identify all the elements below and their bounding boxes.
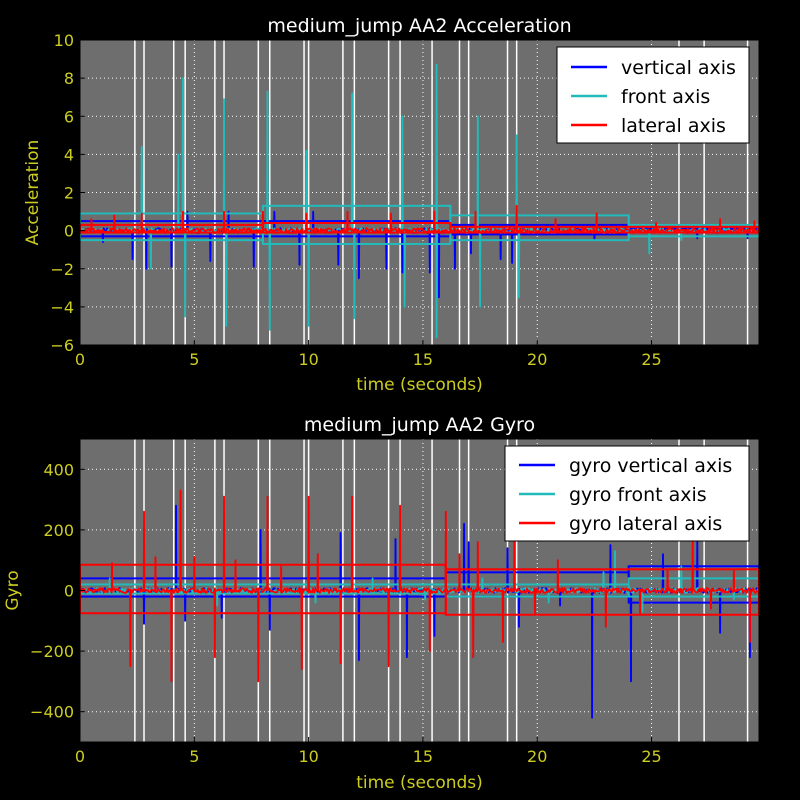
x-tick-label: 25 (641, 747, 661, 766)
y-tick-label: 0 (64, 222, 74, 241)
chart-panel-1: 0 5 10 15 20 25 −400 −200 0 200 400 medium_jump AA2… (3, 414, 760, 793)
x-tick-label: 25 (641, 350, 661, 369)
chart-title: medium_jump AA2 Acceleration (267, 15, 571, 37)
legend-label: front axis (621, 86, 710, 108)
legend-label: gyro vertical axis (569, 455, 732, 477)
legend-label: gyro lateral axis (569, 513, 722, 535)
x-tick-label: 0 (75, 350, 85, 369)
y-tick-label: 0 (64, 582, 74, 601)
x-tick-label: 10 (298, 747, 318, 766)
legend-label: vertical axis (621, 57, 736, 79)
y-axis-label: Acceleration (23, 140, 43, 246)
x-tick-label: 15 (413, 350, 433, 369)
x-tick-label: 20 (527, 350, 547, 369)
series-band (444, 568, 759, 616)
y-tick-label: 200 (43, 521, 74, 540)
chart-panel-0: 0 5 10 15 20 25 −6 −4 −2 0 2 4 6 8 10 medium_jump AA2 A… (23, 15, 760, 395)
x-tick-label: 10 (298, 350, 318, 369)
x-tick-label: 15 (413, 747, 433, 766)
y-tick-label: −200 (30, 642, 74, 661)
legend: gyro vertical axis gyro front axis gyro la… (504, 445, 750, 542)
series-line-2 (80, 204, 759, 234)
x-axis-label: time (seconds) (356, 375, 483, 395)
legend-label: lateral axis (621, 115, 726, 137)
series-band (627, 577, 759, 598)
legend: vertical axis front axis lateral axis (556, 46, 750, 144)
y-tick-label: 2 (64, 184, 74, 203)
y-tick-label: −4 (50, 298, 74, 317)
legend-label: gyro front axis (569, 484, 707, 506)
x-tick-label: 0 (75, 747, 85, 766)
y-tick-label: 10 (54, 31, 74, 50)
x-tick-label: 20 (527, 747, 547, 766)
series-line-2 (80, 489, 759, 683)
y-tick-label: 4 (64, 145, 74, 164)
x-tick-label: 5 (189, 350, 199, 369)
y-tick-label: −6 (50, 336, 74, 355)
y-tick-label: −400 (30, 703, 74, 722)
x-axis-label: time (seconds) (356, 773, 483, 793)
y-tick-label: 400 (43, 460, 74, 479)
x-tick-label: 5 (189, 747, 199, 766)
chart-title: medium_jump AA2 Gyro (304, 414, 535, 436)
y-tick-label: 8 (64, 69, 74, 88)
y-tick-label: 6 (64, 107, 74, 126)
y-tick-label: −2 (50, 260, 74, 279)
y-axis-label: Gyro (3, 570, 23, 610)
